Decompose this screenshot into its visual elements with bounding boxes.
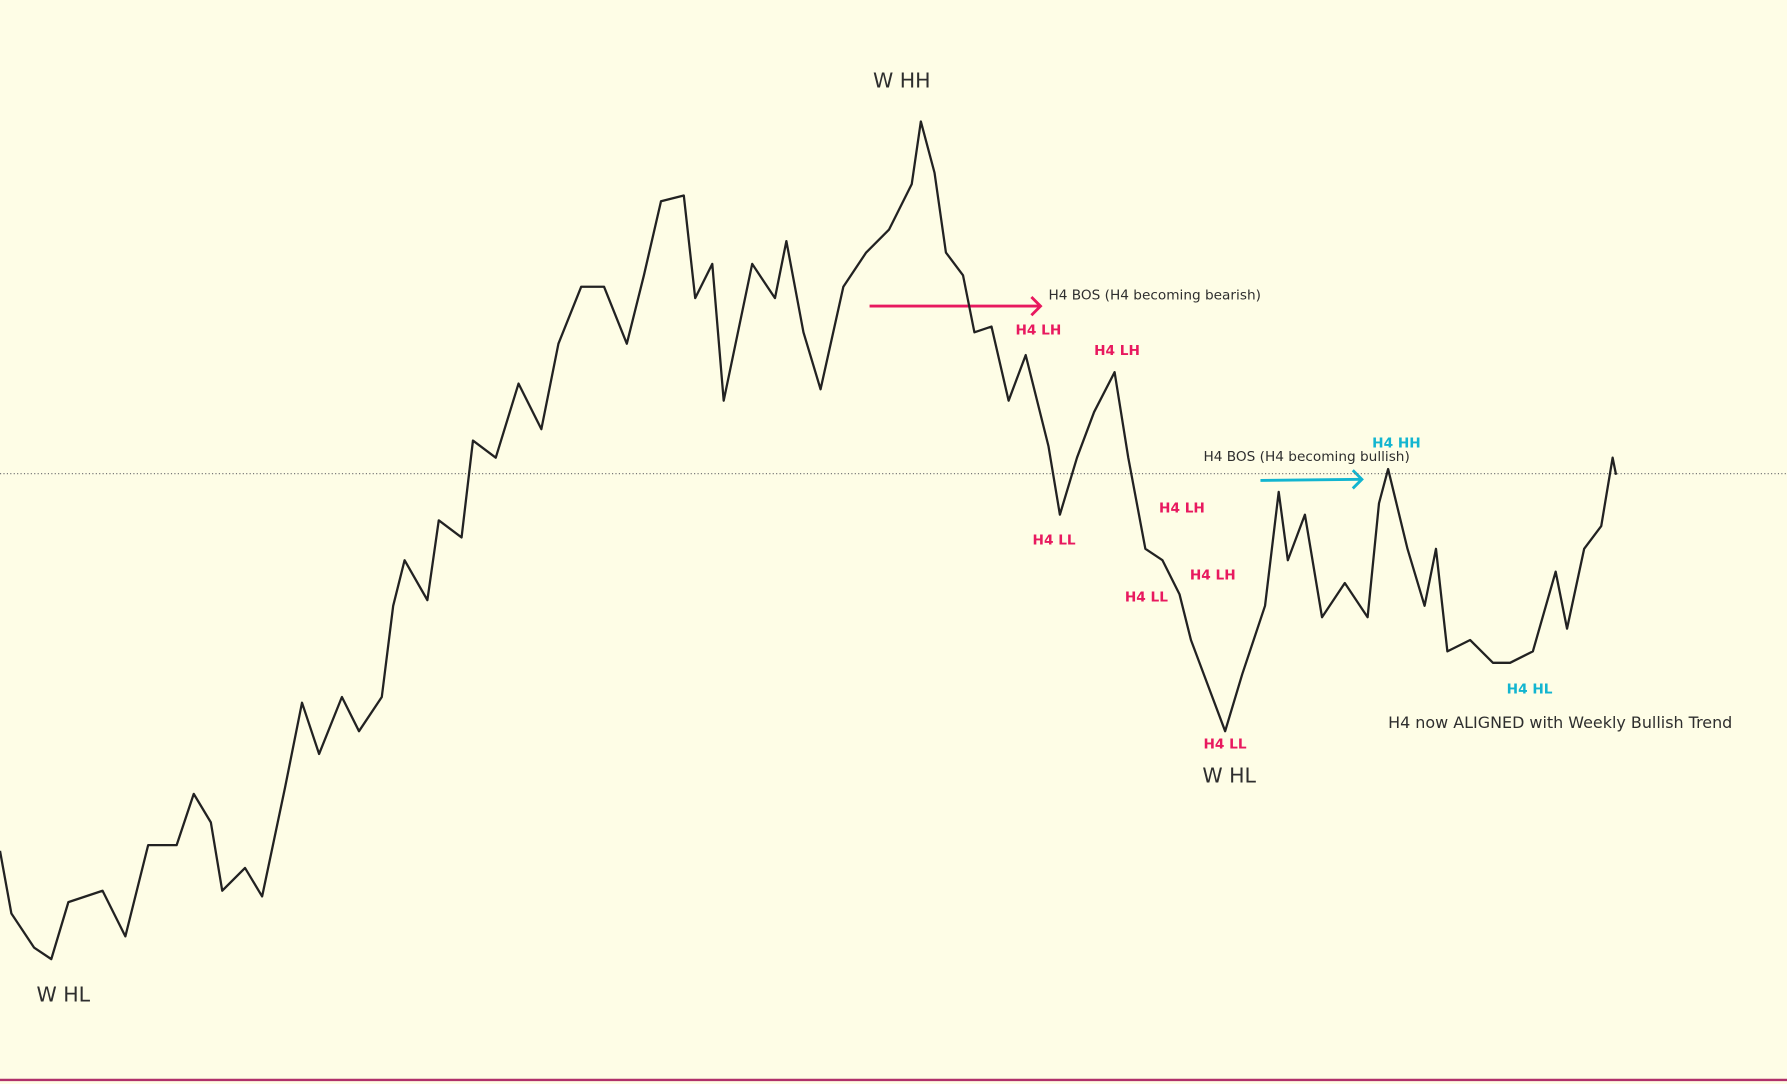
annotation: H4 BOS (H4 becoming bearish) — [1048, 287, 1260, 303]
annotation: H4 LL — [1125, 589, 1168, 605]
annotation: H4 LL — [1033, 532, 1076, 548]
annotation: W HL — [36, 982, 90, 1006]
annotation: W HL — [1202, 763, 1256, 787]
annotation: H4 LH — [1094, 343, 1140, 359]
annotation: H4 HH — [1372, 435, 1421, 451]
annotation: H4 HL — [1507, 682, 1553, 698]
annotation: H4 BOS (H4 becoming bullish) — [1203, 449, 1409, 465]
annotation: H4 LH — [1159, 500, 1205, 516]
annotation: H4 LL — [1203, 736, 1246, 752]
bearish-arrow — [869, 295, 1043, 317]
annotation: W HH — [873, 68, 931, 92]
bullish-arrow — [1260, 469, 1364, 490]
annotation: H4 LH — [1190, 568, 1236, 584]
annotation: H4 now ALIGNED with Weekly Bullish Trend — [1388, 713, 1732, 732]
price-path — [0, 120, 1618, 961]
annotation: H4 LH — [1015, 323, 1061, 339]
